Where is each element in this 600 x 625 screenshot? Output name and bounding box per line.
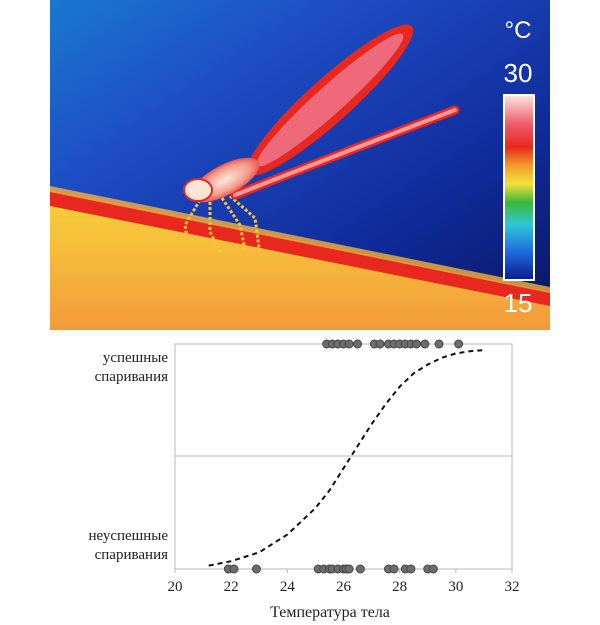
data-point-fail [229, 564, 239, 574]
x-tick-label: 22 [224, 579, 239, 595]
logistic-fit-line [208, 349, 484, 567]
y-category-label-success-line2: спаривания [95, 369, 168, 385]
scale-bar [503, 94, 535, 281]
x-tick-label: 32 [505, 579, 520, 595]
insect [183, 24, 460, 256]
stick-edge-glow [50, 186, 550, 293]
thermal-image: °C 30 15 [50, 0, 550, 330]
y-category-label-fail-line2: спаривания [95, 547, 168, 563]
data-point-fail [344, 564, 354, 574]
hot-stick-edge [50, 190, 550, 306]
x-axis-label: Температура тела [270, 604, 390, 621]
x-axis-ticks: 20 22 24 26 28 30 32 [168, 569, 520, 595]
x-tick-label: 26 [336, 579, 352, 595]
data-point-success [420, 339, 430, 349]
y-category-label-fail-line1: неуспешные [89, 528, 169, 544]
data-point-fail [406, 564, 416, 574]
x-tick-label: 24 [280, 579, 296, 595]
data-point-success [353, 339, 363, 349]
data-points [223, 339, 464, 574]
x-tick-label: 20 [168, 579, 183, 595]
data-point-fail [389, 564, 399, 574]
data-point-fail [251, 564, 261, 574]
data-point-success [454, 339, 464, 349]
data-point-success [375, 339, 385, 349]
x-tick-label: 30 [448, 579, 463, 595]
data-point-fail [355, 564, 365, 574]
temperature-scale: °C 30 15 [503, 17, 535, 318]
x-tick-label: 28 [392, 579, 407, 595]
chart: успешные спаривания неуспешные спаривани… [89, 339, 520, 621]
scale-unit: °C [505, 17, 532, 44]
scale-min-label: 15 [504, 288, 533, 318]
data-point-success [344, 339, 354, 349]
data-point-success [434, 339, 444, 349]
data-point-fail [428, 564, 438, 574]
scale-max-label: 30 [504, 58, 533, 88]
data-point-success [412, 339, 422, 349]
y-category-label-success-line1: успешные [103, 350, 168, 366]
